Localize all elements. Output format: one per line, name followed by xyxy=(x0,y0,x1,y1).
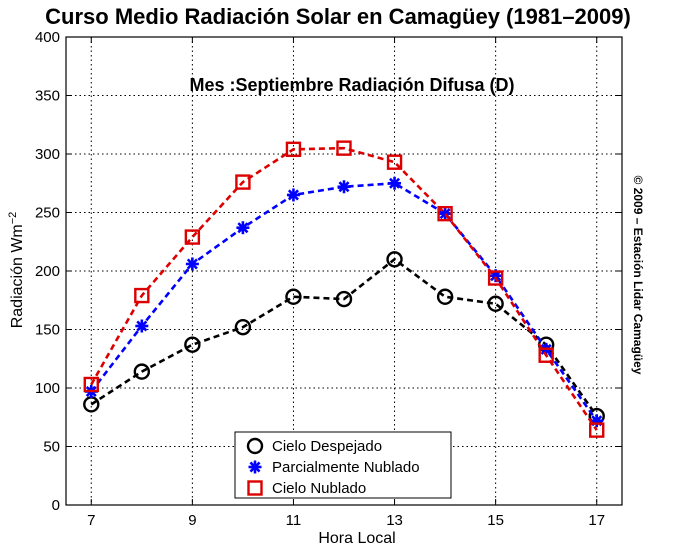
y-tick-label: 350 xyxy=(35,88,60,105)
legend-box xyxy=(234,431,452,499)
y-tick-label: 150 xyxy=(35,322,60,339)
data-point xyxy=(386,251,403,268)
data-point xyxy=(386,154,403,170)
x-tick-label: 11 xyxy=(286,512,302,529)
data-point xyxy=(83,376,99,393)
data-point xyxy=(589,422,605,438)
data-point xyxy=(133,363,151,380)
y-tick-label: 100 xyxy=(35,380,60,397)
data-point xyxy=(184,336,201,353)
y-tick-label: 400 xyxy=(35,29,60,46)
y-tick-label: 0 xyxy=(52,497,60,514)
y-axis-label-exponent: −2 xyxy=(7,212,19,225)
data-point xyxy=(337,180,351,194)
legend: Cielo Despejado Parcialmente Nublado Cielo… xyxy=(234,431,452,499)
chart-title: Curso Medio Radiación Solar en Camagüey … xyxy=(45,4,631,29)
y-axis: 0 50 100 150 200 250 300 350 400 xyxy=(35,29,622,514)
data-point xyxy=(335,290,353,308)
data-point xyxy=(336,140,352,156)
series-0 xyxy=(83,251,605,425)
data-point xyxy=(235,174,251,190)
plot-area: 7 9 11 13 15 17 0 50 100 150 200 250 300 350 400 xyxy=(35,29,623,529)
y-tick-label: 200 xyxy=(35,263,60,280)
data-point xyxy=(285,288,302,305)
copyright-notice: © 2009 – Estación Lidar Camagüey xyxy=(631,176,645,375)
data-point xyxy=(184,229,201,245)
y-tick-label: 50 xyxy=(43,439,60,456)
data-point xyxy=(286,188,300,202)
data-point xyxy=(388,176,402,190)
y-tick-label: 300 xyxy=(35,146,60,163)
data-point xyxy=(487,295,504,312)
data-point xyxy=(437,205,453,222)
x-tick-label: 7 xyxy=(87,512,95,529)
data-point xyxy=(436,288,454,305)
data-point xyxy=(538,347,554,363)
legend-entry-label: Parcialmente Nublado xyxy=(272,459,420,476)
data-point xyxy=(487,270,504,286)
legend-entry-label: Cielo Nublado xyxy=(272,480,366,497)
data-point xyxy=(135,319,149,333)
series-line xyxy=(90,146,598,431)
data-point xyxy=(134,287,150,304)
x-tick-label: 17 xyxy=(588,512,605,529)
data-point xyxy=(285,141,302,158)
data-point xyxy=(590,414,604,428)
series-layer xyxy=(83,140,605,438)
x-axis-label: Hora Local xyxy=(318,530,395,547)
y-axis-label: Radiación Wm−2 xyxy=(7,212,26,329)
chart-annotation: Mes :Septiembre Radiación Difusa (D) xyxy=(189,75,514,95)
y-tick-label: 250 xyxy=(35,205,60,222)
series-line xyxy=(90,257,598,417)
x-axis: 7 9 11 13 15 17 xyxy=(87,37,605,529)
series-1 xyxy=(84,176,604,428)
legend-marker xyxy=(248,460,262,474)
legend-marker xyxy=(247,480,263,496)
series-2 xyxy=(83,140,605,438)
data-point xyxy=(234,318,252,336)
y-axis-label-text: Radiación Wm xyxy=(9,224,26,328)
legend-entry-label: Cielo Despejado xyxy=(272,438,382,455)
x-tick-label: 13 xyxy=(386,512,403,529)
x-tick-label: 9 xyxy=(188,512,196,529)
data-point xyxy=(236,221,250,235)
x-tick-label: 15 xyxy=(487,512,504,529)
data-point xyxy=(185,257,199,271)
series-line xyxy=(90,181,598,422)
legend-marker xyxy=(246,437,264,455)
